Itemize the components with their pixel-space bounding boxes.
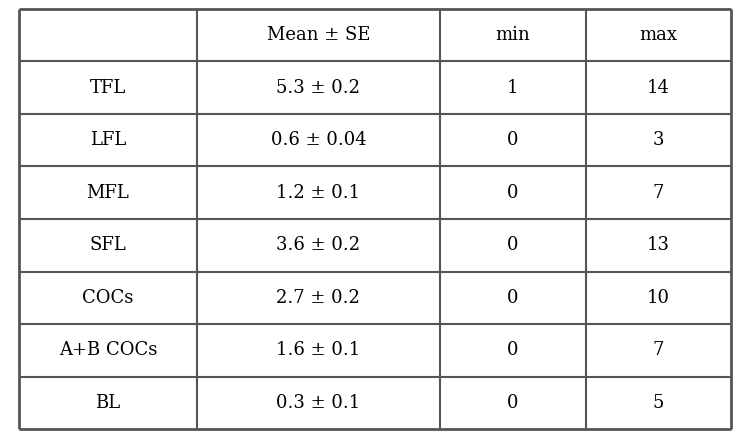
Text: 10: 10 bbox=[647, 289, 670, 307]
Text: 0: 0 bbox=[507, 289, 518, 307]
Text: A+B COCs: A+B COCs bbox=[58, 341, 157, 360]
Text: 3.6 ± 0.2: 3.6 ± 0.2 bbox=[276, 236, 361, 254]
Text: 0: 0 bbox=[507, 394, 518, 412]
Text: 0.3 ± 0.1: 0.3 ± 0.1 bbox=[276, 394, 361, 412]
Text: COCs: COCs bbox=[82, 289, 134, 307]
Text: 1: 1 bbox=[507, 78, 518, 97]
Text: 14: 14 bbox=[647, 78, 670, 97]
Text: BL: BL bbox=[95, 394, 120, 412]
Text: 1.2 ± 0.1: 1.2 ± 0.1 bbox=[276, 184, 361, 202]
Text: 7: 7 bbox=[652, 184, 664, 202]
Text: 0.6 ± 0.04: 0.6 ± 0.04 bbox=[271, 131, 366, 149]
Text: 13: 13 bbox=[647, 236, 670, 254]
Text: 0: 0 bbox=[507, 236, 518, 254]
Text: max: max bbox=[640, 26, 677, 44]
Text: 1.6 ± 0.1: 1.6 ± 0.1 bbox=[276, 341, 361, 360]
Text: 2.7 ± 0.2: 2.7 ± 0.2 bbox=[277, 289, 360, 307]
Text: min: min bbox=[495, 26, 530, 44]
Text: 5: 5 bbox=[652, 394, 664, 412]
Text: 0: 0 bbox=[507, 341, 518, 360]
Text: 0: 0 bbox=[507, 131, 518, 149]
Text: SFL: SFL bbox=[89, 236, 126, 254]
Text: LFL: LFL bbox=[90, 131, 126, 149]
Text: TFL: TFL bbox=[90, 78, 126, 97]
Text: MFL: MFL bbox=[86, 184, 129, 202]
Text: 3: 3 bbox=[652, 131, 664, 149]
Text: 0: 0 bbox=[507, 184, 518, 202]
Text: Mean ± SE: Mean ± SE bbox=[266, 26, 370, 44]
Text: 7: 7 bbox=[652, 341, 664, 360]
Text: 5.3 ± 0.2: 5.3 ± 0.2 bbox=[276, 78, 360, 97]
